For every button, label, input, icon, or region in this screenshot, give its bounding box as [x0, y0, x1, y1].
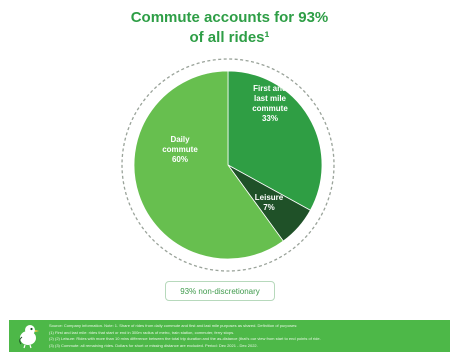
pie-slice-label-2-line-0: Daily	[170, 135, 190, 144]
chart-title-line-2: of all rides¹	[189, 29, 270, 46]
pie-slice-label-0-line-1: last mile	[254, 94, 287, 103]
footer-bar: Source: Company information. Note: 1. Sh…	[9, 320, 450, 352]
pie-slices	[133, 70, 323, 260]
pie-slice-value-label-0: 33%	[262, 114, 278, 123]
footer-note-1: (1) First and last mile: rides that star…	[49, 329, 235, 335]
pie-outer-dashed-ring	[121, 58, 335, 272]
footer-note-source: Source: Company information. Note: 1. Sh…	[49, 323, 298, 328]
non-discretionary-badge: 93% non-discretionary	[165, 281, 275, 301]
pie-slice-2	[133, 70, 284, 260]
footer-notes: Source: Company information. Note: 1. Sh…	[49, 323, 444, 349]
pie-slice-label-2-line-1: commute	[162, 145, 198, 154]
chart-title-line-1: Commute accounts for 93%	[130, 9, 329, 26]
pie-slice-label-0-line-2: commute	[252, 104, 288, 113]
chart-title: Commute accounts for 93% of all rides¹	[0, 8, 459, 48]
bird-mascot-icon	[19, 325, 39, 349]
pie-slice-label-1-line-0: Leisure	[255, 193, 284, 202]
pie-slice-value-label-1: 7%	[263, 203, 275, 212]
footer-note-2: (2) (2) Leisure: Rides with more than 10…	[49, 336, 321, 341]
pie-slice-label-0-line-0: First and	[253, 84, 287, 93]
pie-slice-0	[227, 70, 323, 211]
footer-note-3: (3) (3) Commute: all remaining rides. Do…	[49, 342, 258, 348]
pie-slice-value-label-2: 60%	[172, 155, 188, 164]
